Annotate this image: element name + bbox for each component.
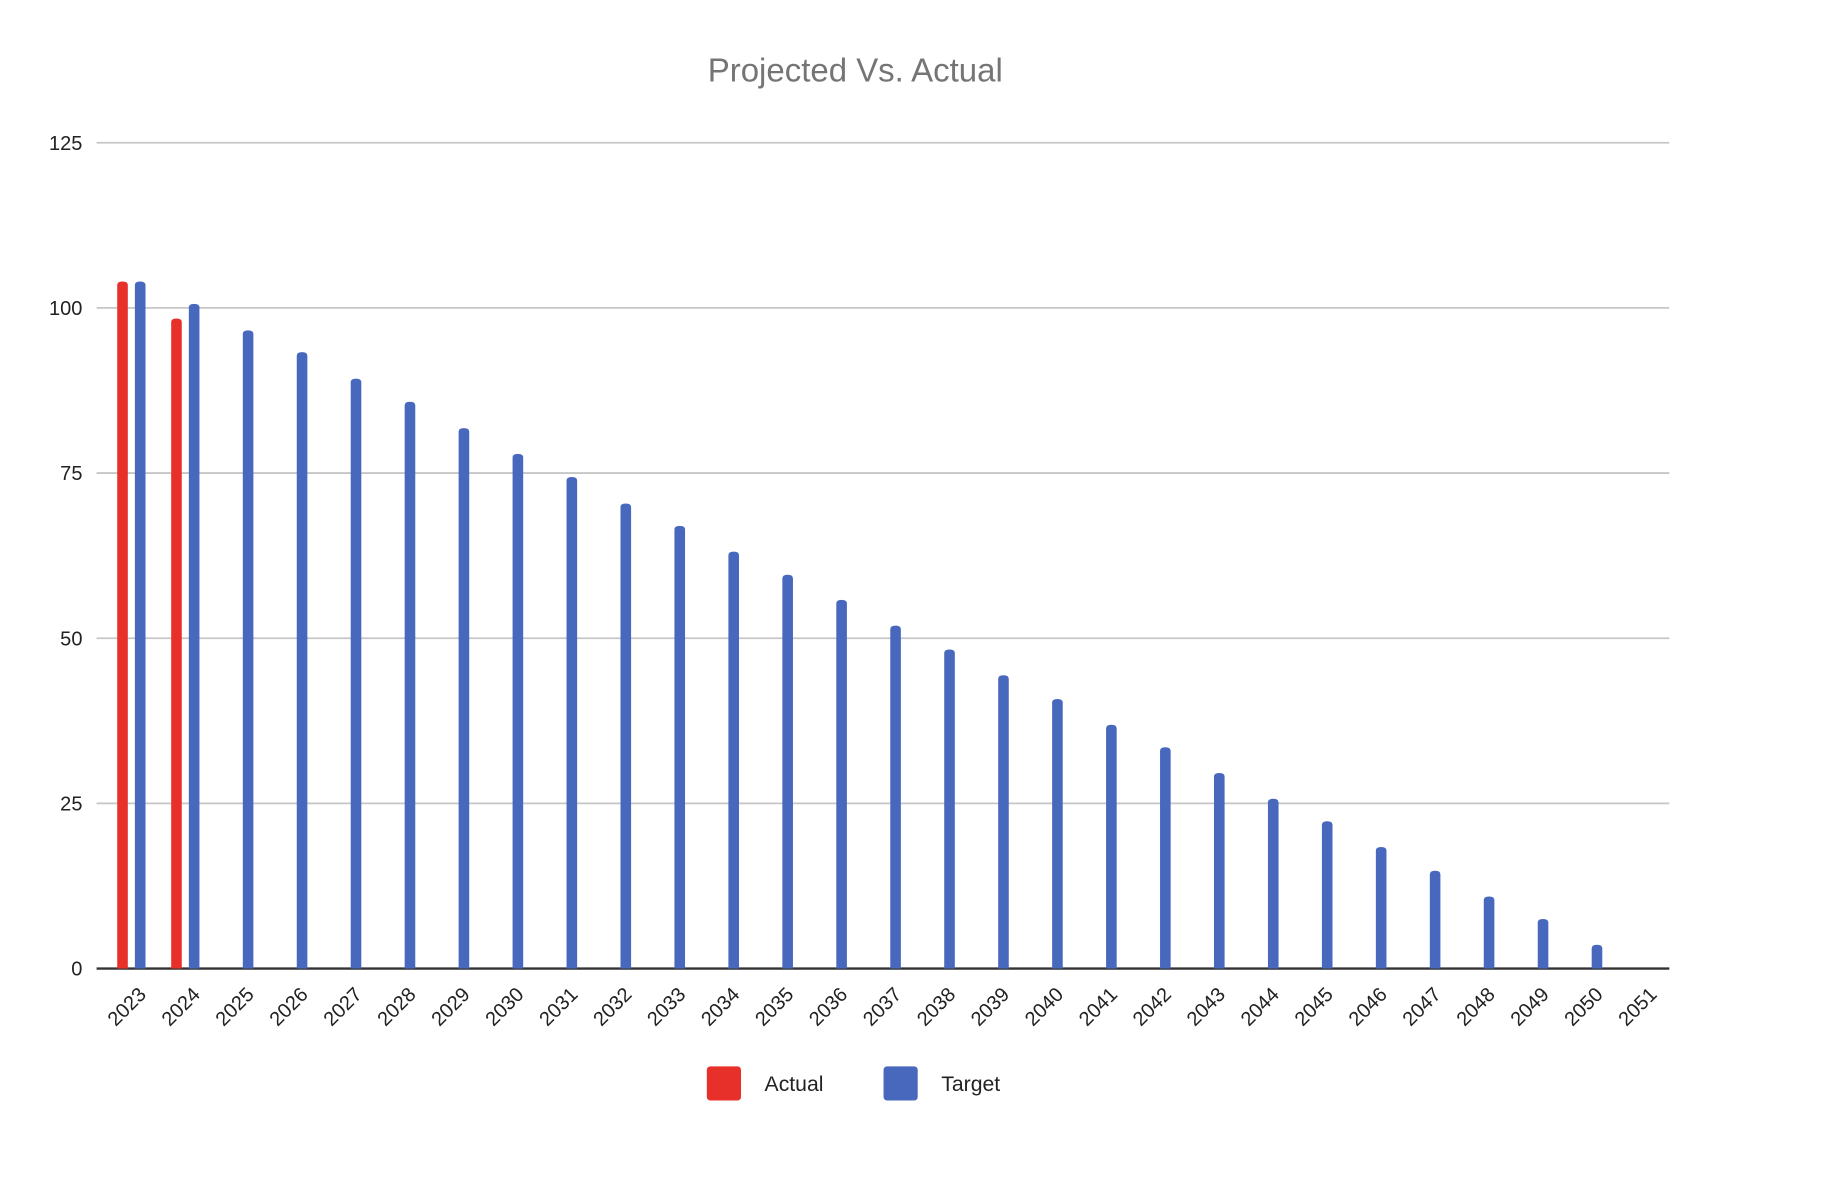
bar-target-2041 bbox=[1106, 724, 1117, 969]
bar-target-2039 bbox=[998, 675, 1009, 969]
bar-target-2024 bbox=[188, 303, 200, 969]
x-tick-label: 2033 bbox=[643, 984, 690, 1031]
y-tick-label: 100 bbox=[49, 298, 82, 320]
x-tick-label: 2032 bbox=[589, 984, 636, 1031]
bar-target-2047 bbox=[1429, 870, 1441, 969]
legend-swatch-actual bbox=[706, 1066, 742, 1101]
y-tick-label: 50 bbox=[60, 628, 82, 650]
bar-target-2035 bbox=[782, 574, 793, 969]
x-tick-label: 2041 bbox=[1075, 984, 1122, 1031]
bar-target-2023 bbox=[134, 281, 146, 969]
bar-target-2049 bbox=[1537, 919, 1549, 969]
x-tick-label: 2045 bbox=[1291, 984, 1338, 1031]
bar-target-2044 bbox=[1267, 798, 1279, 969]
x-tick-label: 2024 bbox=[158, 984, 205, 1031]
bar-target-2031 bbox=[566, 477, 578, 969]
x-tick-label: 2043 bbox=[1183, 984, 1230, 1031]
bar-target-2029 bbox=[458, 428, 470, 969]
bar-target-2042 bbox=[1160, 747, 1171, 969]
x-tick-label: 2039 bbox=[967, 984, 1014, 1031]
bar-target-2040 bbox=[1052, 699, 1063, 969]
bar-target-2027 bbox=[350, 378, 362, 969]
x-tick-label: 2034 bbox=[697, 984, 744, 1031]
x-tick-label: 2038 bbox=[913, 984, 960, 1031]
x-tick-label: 2030 bbox=[481, 984, 528, 1031]
legend: Actual Target bbox=[706, 1066, 1000, 1101]
bar-target-2045 bbox=[1321, 821, 1333, 969]
bar-target-2036 bbox=[836, 599, 847, 969]
x-tick-label: 2048 bbox=[1453, 984, 1500, 1031]
x-tick-label: 2051 bbox=[1614, 984, 1661, 1031]
x-tick-label: 2042 bbox=[1129, 984, 1176, 1031]
x-tick-label: 2028 bbox=[374, 984, 421, 1031]
bar-target-2032 bbox=[620, 503, 632, 969]
x-tick-label: 2035 bbox=[751, 984, 798, 1031]
y-tick-label: 0 bbox=[71, 959, 82, 981]
x-tick-label: 2047 bbox=[1399, 984, 1446, 1031]
x-tick-label: 2027 bbox=[320, 984, 367, 1031]
x-tick-label: 2031 bbox=[535, 984, 582, 1031]
y-tick-label: 25 bbox=[60, 793, 82, 815]
chart-title: Projected Vs. Actual bbox=[708, 51, 1003, 88]
x-tick-label: 2049 bbox=[1507, 984, 1554, 1031]
bar-actual-2024 bbox=[171, 318, 182, 969]
x-tick-label: 2023 bbox=[104, 984, 151, 1031]
bar-target-2048 bbox=[1483, 896, 1495, 969]
y-tick-label: 75 bbox=[60, 463, 82, 485]
bar-target-2033 bbox=[674, 525, 686, 969]
legend-swatch-target bbox=[883, 1066, 918, 1101]
bar-target-2046 bbox=[1375, 846, 1387, 969]
bar-target-2043 bbox=[1213, 773, 1225, 969]
x-tick-label: 2046 bbox=[1345, 984, 1392, 1031]
bar-target-2030 bbox=[512, 453, 524, 969]
x-tick-label: 2036 bbox=[805, 984, 852, 1031]
x-tick-label: 2037 bbox=[859, 984, 906, 1031]
bar-target-2026 bbox=[296, 352, 308, 969]
x-tick-label: 2040 bbox=[1021, 984, 1068, 1031]
bar-actual-2023 bbox=[117, 281, 128, 969]
bar-target-2034 bbox=[728, 551, 739, 969]
x-tick-label: 2025 bbox=[212, 984, 259, 1031]
bar-target-2028 bbox=[404, 401, 416, 969]
x-tick-label: 2050 bbox=[1561, 984, 1608, 1031]
bar-target-2025 bbox=[242, 330, 254, 969]
legend-label-actual: Actual bbox=[765, 1073, 824, 1096]
y-tick-label: 125 bbox=[49, 133, 82, 155]
x-tick-label: 2026 bbox=[266, 984, 313, 1031]
bar-target-2050 bbox=[1591, 944, 1603, 969]
bar-target-2038 bbox=[944, 649, 955, 969]
x-tick-label: 2044 bbox=[1237, 984, 1284, 1031]
x-tick-label: 2029 bbox=[427, 984, 474, 1031]
bar-target-2037 bbox=[890, 625, 901, 969]
legend-label-target: Target bbox=[941, 1073, 1000, 1096]
